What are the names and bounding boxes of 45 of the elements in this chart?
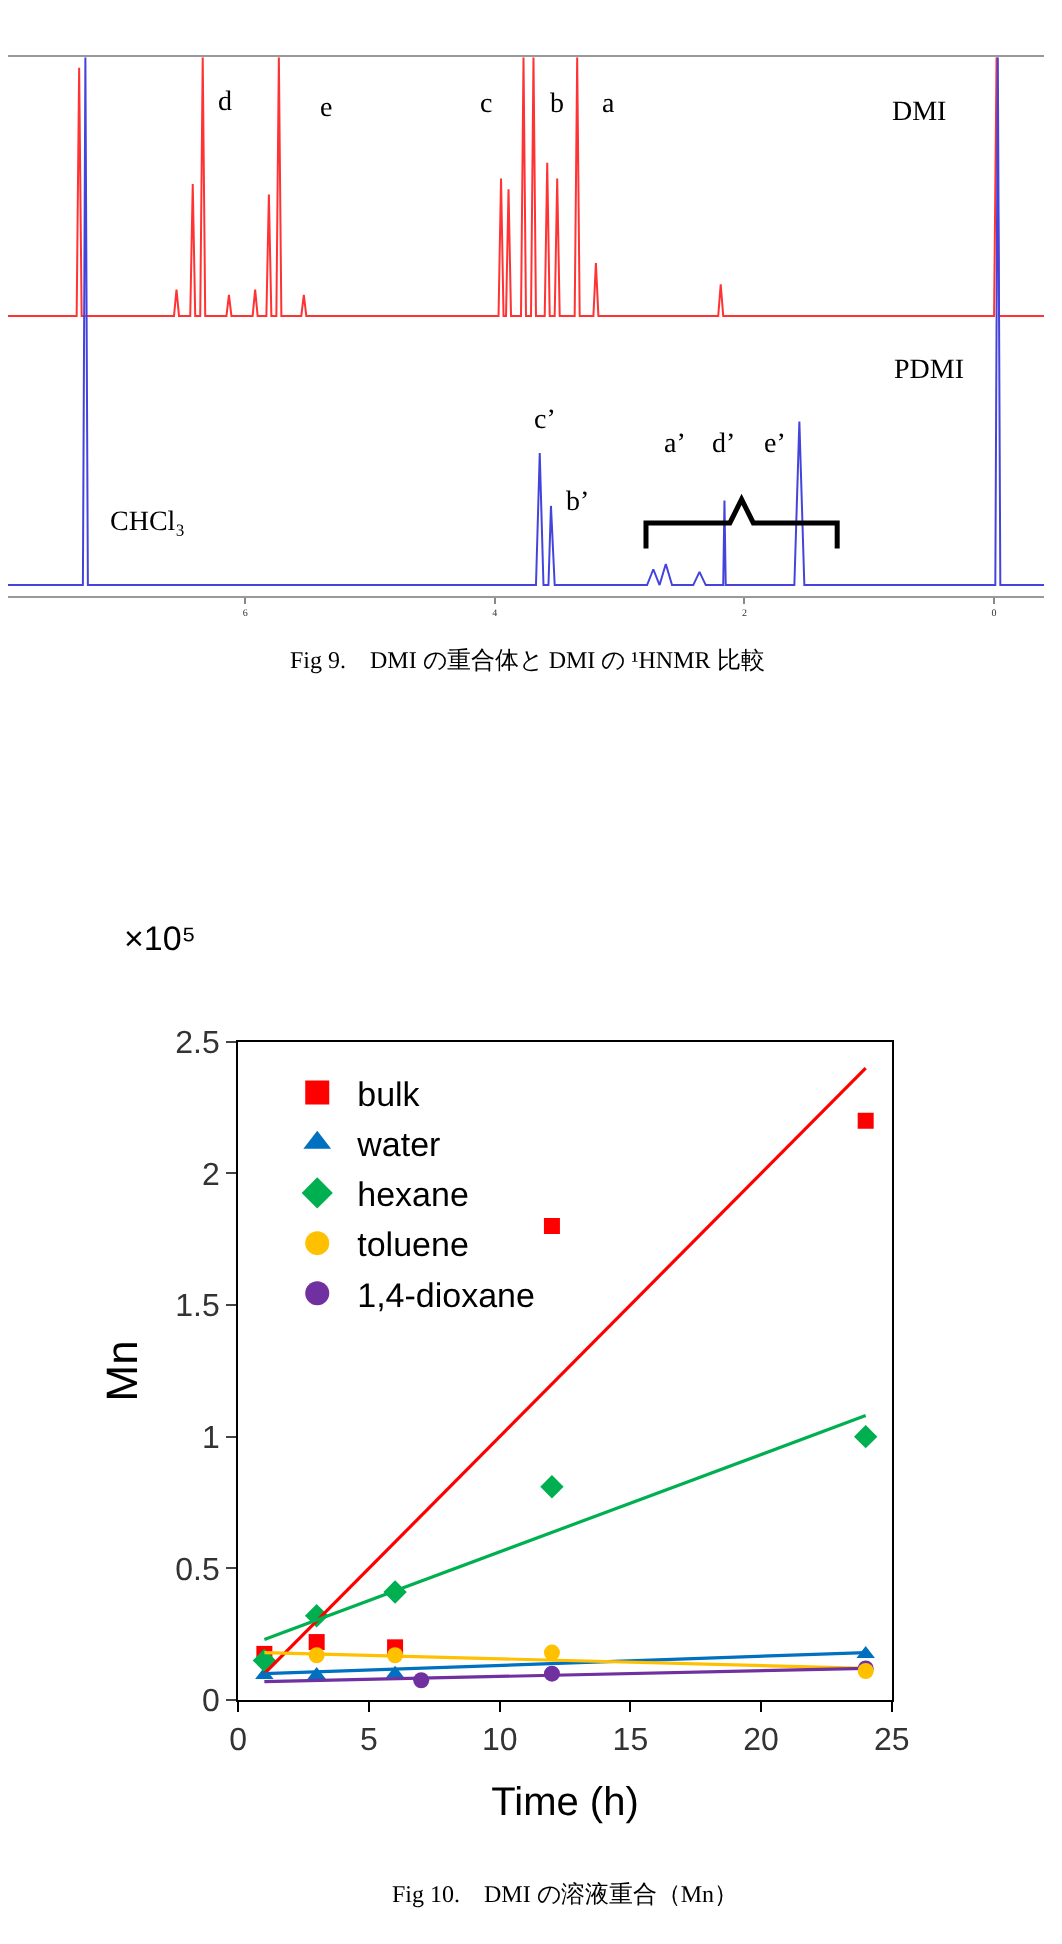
annotation: c’ [534,406,556,436]
point [308,1647,325,1664]
annotation: PDMI [894,356,965,386]
x-tick-label: 0 [229,1724,248,1759]
point [387,1647,404,1664]
legend-label: water [355,1125,442,1164]
point [540,1475,564,1499]
legend-label: hexane [357,1176,469,1215]
y-tick-label: 2 [202,1158,221,1193]
y-tick-label: 0 [202,1685,221,1720]
y-tick-label: 2.5 [175,1026,221,1061]
annotation: b [550,90,564,120]
point [857,1112,874,1129]
caption: Fig 10. DMI の溶液重合（Mn） [392,1880,739,1908]
x-axis-title: Time (h) [491,1781,639,1826]
legend-label: bulk [357,1075,421,1114]
point [543,1218,560,1235]
y-tick-label: 0.5 [175,1553,221,1588]
x-tick-label: 10 [481,1724,518,1759]
y-tick-label: 1 [202,1421,221,1456]
legend-label: toluene [357,1226,469,1265]
point [853,1424,878,1449]
caption: Fig 9. DMI の重合体と DMI の ¹HNMR 比較 [290,646,765,674]
x-tick-label: 20 [743,1724,780,1759]
x-tick-label: 5 [360,1724,379,1759]
annotation: b’ [566,488,590,518]
point [543,1644,560,1661]
y-tick-label: 1.5 [175,1290,221,1325]
annotation: a’ [664,430,686,460]
annotation: CHCl₃ [110,508,186,538]
annotation: e [320,94,333,124]
point [543,1665,560,1682]
annotation: a [602,90,616,120]
annotation: DMI [892,98,948,128]
annotation: d [218,88,232,118]
annotation: e’ [764,430,786,460]
x-tick-label: 25 [874,1724,910,1759]
annotation: d’ [712,430,736,460]
point [413,1672,430,1689]
annotation: c [480,90,493,120]
point [308,1634,325,1651]
legend-label: 1,4-dioxane [357,1276,535,1315]
text: ×10⁵ [124,920,196,958]
x-tick-label: 15 [612,1724,649,1759]
y-axis-title: Mn [96,1340,147,1402]
